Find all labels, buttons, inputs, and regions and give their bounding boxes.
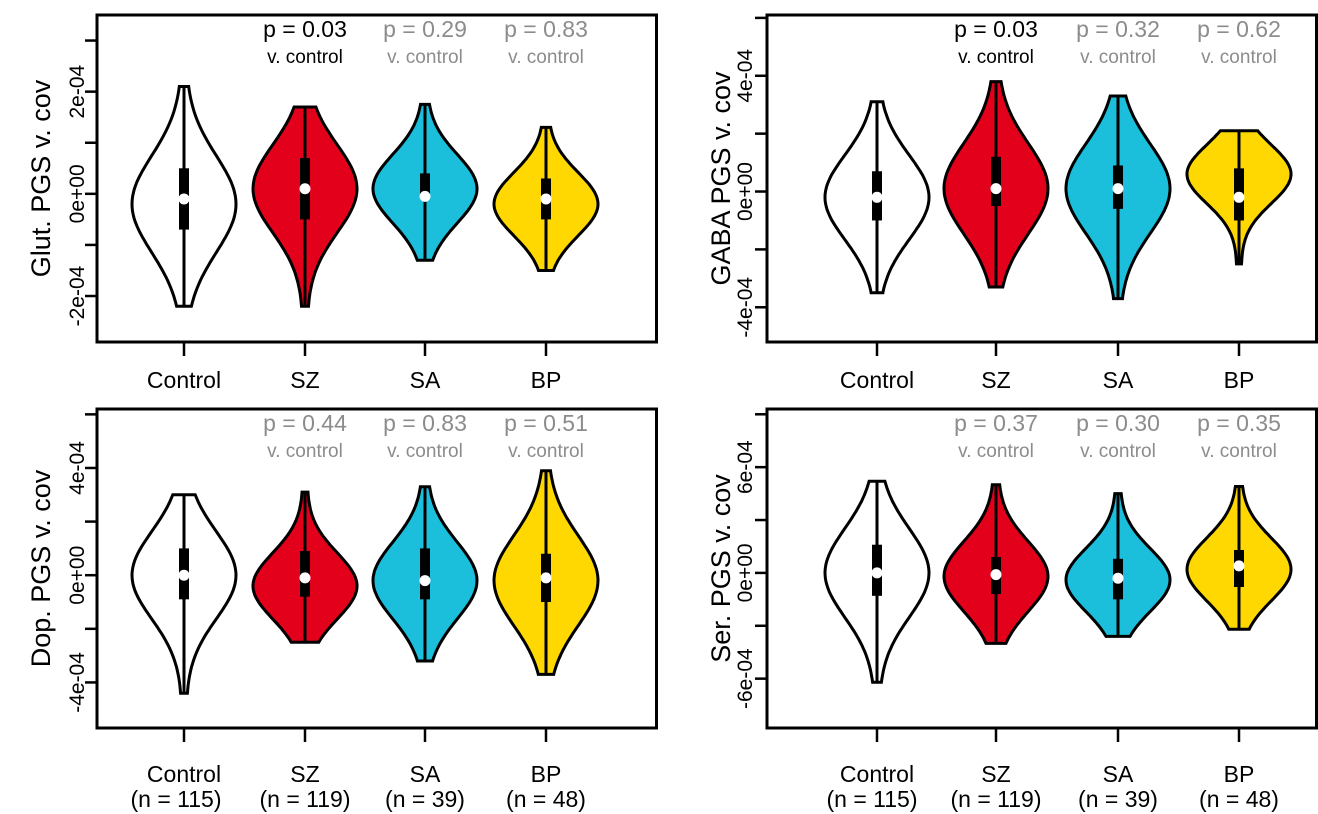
y-tick-label: -2e-04 [66, 265, 89, 326]
median-dot [1233, 560, 1245, 572]
median-dot [299, 183, 311, 195]
p-value: p = 0.83 [504, 16, 588, 42]
y-tick-label: 6e-04 [734, 440, 757, 494]
median-dot [871, 191, 883, 203]
p-value: p = 0.32 [1076, 16, 1160, 42]
vs-control-label: v. control [387, 441, 463, 462]
n-label: (n = 48) [1199, 786, 1279, 812]
median-dot [1112, 183, 1124, 195]
vs-control-label: v. control [958, 441, 1034, 462]
p-value: p = 0.35 [1197, 410, 1281, 436]
x-tick-label: Control [147, 761, 221, 787]
panel-1: -2e-04 0e+00 2e-04 Glut. PGS v. cov Control S… [26, 13, 658, 393]
x-tick-label: BP [531, 367, 562, 393]
y-tick-label: 0e+00 [66, 546, 89, 605]
p-value: p = 0.62 [1197, 16, 1281, 42]
y-tick-label: 0e+00 [734, 543, 757, 602]
x-tick-label: Control [840, 367, 914, 393]
y-tick-label: 0e+00 [66, 164, 89, 223]
y-tick-label: 4e-04 [734, 49, 757, 103]
vs-control-label: v. control [1201, 441, 1277, 462]
median-dot [178, 569, 190, 581]
y-axis-label: Dop. PGS v. cov [26, 469, 56, 667]
y-tick-label: -4e-04 [66, 652, 89, 713]
p-value: p = 0.30 [1076, 410, 1160, 436]
x-tick-label: Control [840, 761, 914, 787]
median-dot [990, 183, 1002, 195]
n-label: (n = 119) [260, 786, 351, 812]
p-value: p = 0.37 [954, 410, 1038, 436]
n-label: (n = 48) [506, 786, 586, 812]
median-dot [419, 575, 431, 587]
p-value: p = 0.44 [263, 410, 347, 436]
vs-control-label: v. control [387, 47, 463, 68]
p-value: p = 0.03 [263, 16, 347, 42]
vs-control-label: v. control [508, 441, 584, 462]
median-dot [299, 572, 311, 584]
plot-frame [95, 407, 658, 730]
x-tick-label: SZ [290, 367, 319, 393]
vs-control-label: v. control [267, 47, 343, 68]
vs-control-label: v. control [1201, 47, 1277, 68]
p-value: p = 0.51 [504, 410, 588, 436]
iqr-box [420, 173, 430, 199]
vs-control-label: v. control [267, 441, 343, 462]
vs-control-label: v. control [1080, 441, 1156, 462]
iqr-box [420, 548, 430, 600]
x-tick-label: SA [1103, 367, 1134, 393]
y-tick-label: -4e-04 [734, 277, 757, 338]
median-dot [178, 193, 190, 205]
median-dot [871, 567, 883, 579]
y-axis-label: GABA PGS v. cov [706, 71, 736, 286]
x-tick-label: SA [1103, 761, 1134, 787]
vs-control-label: v. control [958, 47, 1034, 68]
vs-control-label: v. control [508, 47, 584, 68]
median-dot [540, 193, 552, 205]
vs-control-label: v. control [1080, 47, 1156, 68]
median-dot [540, 572, 552, 584]
x-tick-label: BP [531, 761, 562, 787]
x-tick-label: SA [410, 761, 441, 787]
n-label: (n = 119) [951, 786, 1042, 812]
y-tick-label: 0e+00 [734, 162, 757, 221]
n-label: (n = 39) [1078, 786, 1158, 812]
median-dot [419, 190, 431, 202]
x-tick-label: BP [1224, 367, 1255, 393]
y-axis-label: Glut. PGS v. cov [26, 79, 56, 277]
p-value: p = 0.03 [954, 16, 1038, 42]
plot-frame [95, 13, 658, 344]
p-value: p = 0.29 [383, 16, 467, 42]
y-tick-label: -6e-04 [734, 648, 757, 709]
median-dot [1112, 572, 1124, 584]
n-label: (n = 39) [385, 786, 465, 812]
y-axis-label: Ser. PGS v. cov [706, 474, 736, 663]
median-dot [990, 569, 1002, 581]
plot-frame [765, 407, 1318, 730]
y-tick-label: 2e-04 [66, 64, 89, 118]
x-tick-label: SA [410, 367, 441, 393]
median-dot [1233, 191, 1245, 203]
x-tick-label: SZ [981, 367, 1010, 393]
y-tick-label: 4e-04 [66, 441, 89, 495]
x-tick-label: BP [1224, 761, 1255, 787]
p-value: p = 0.83 [383, 410, 467, 436]
x-tick-label: SZ [981, 761, 1010, 787]
plot-frame [765, 13, 1318, 344]
x-tick-label: SZ [290, 761, 319, 787]
iqr-box [991, 156, 1001, 206]
x-tick-label: Control [147, 367, 221, 393]
n-label: (n = 115) [131, 786, 222, 812]
n-label: (n = 115) [827, 786, 918, 812]
